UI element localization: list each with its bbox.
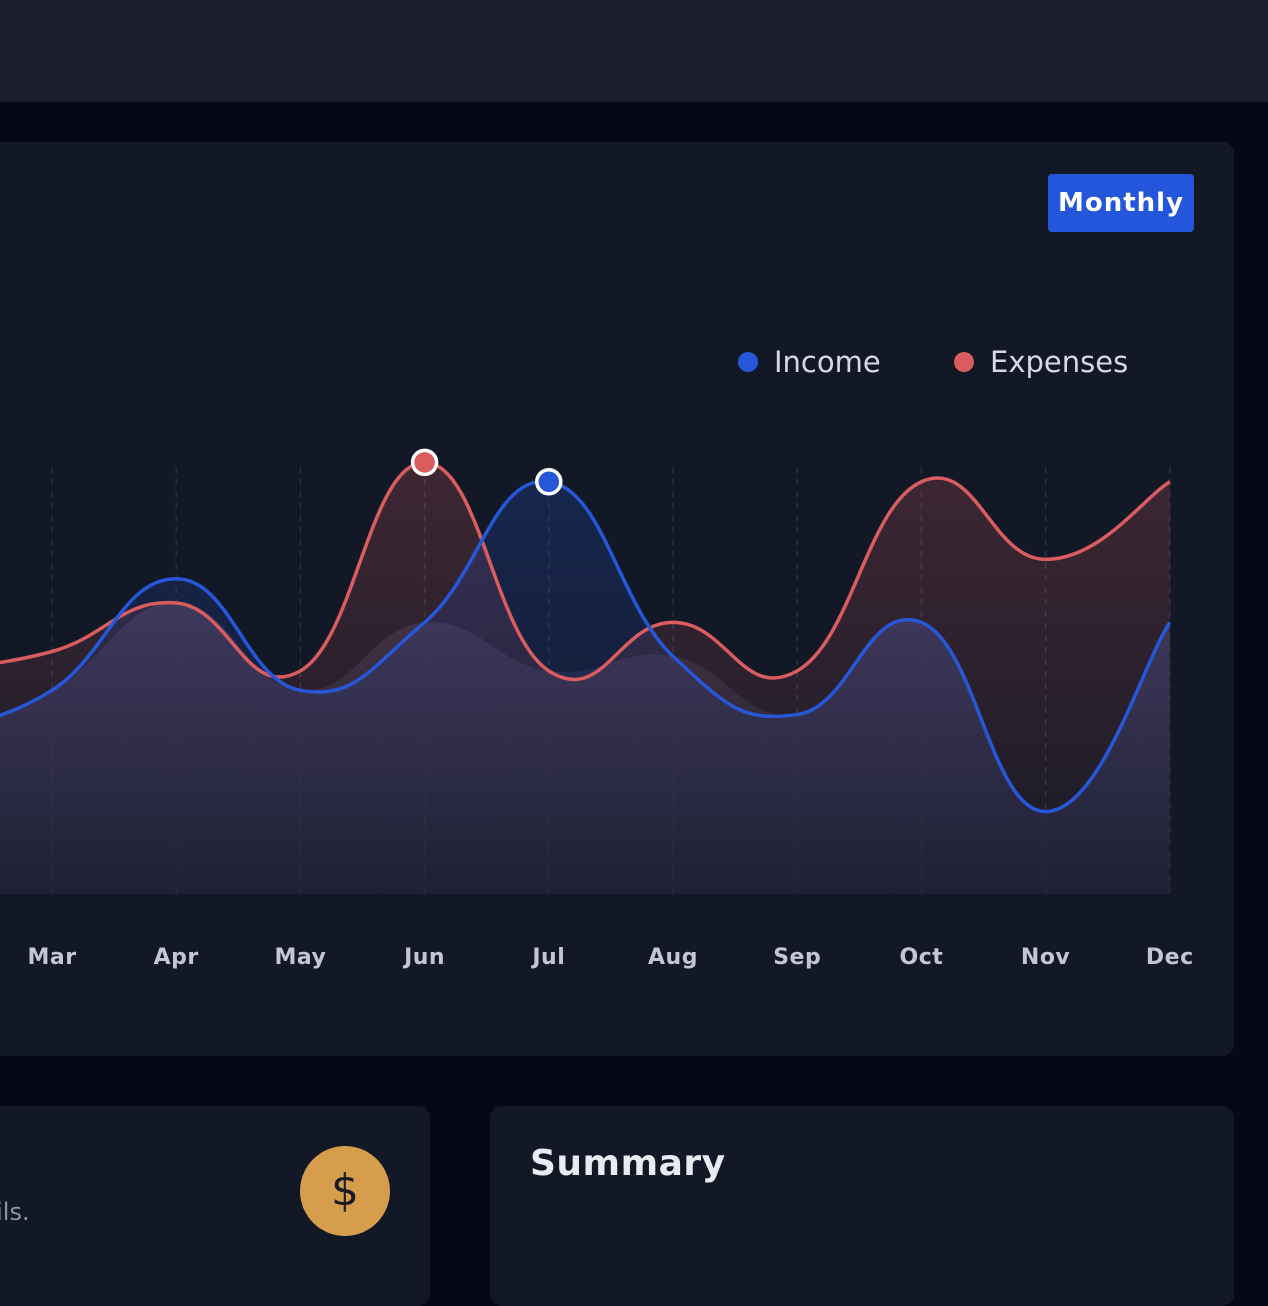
legend-label-expenses: Expenses: [990, 345, 1128, 379]
chart-lines: [0, 460, 1172, 814]
legend-marker-expenses: [954, 352, 974, 372]
legend-marker-income: [738, 352, 758, 372]
period-dropdown-button[interactable]: Monthly: [1048, 174, 1194, 232]
chart-areas: [0, 462, 1170, 894]
top-bar: [0, 0, 1268, 102]
chart-legend: Income Expenses: [738, 345, 1128, 379]
summary-card: [490, 1106, 1234, 1306]
income-expenses-chart: Mar Apr May Jun Jul Aug Sep Oct Nov Dec Income Exp…: [0, 345, 1193, 970]
dollar-coin-icon: $: [300, 1146, 390, 1236]
expenses-point-jun[interactable]: [410, 448, 439, 477]
x-tick-apr: Apr: [154, 945, 199, 970]
summary-title: Summary: [530, 1143, 726, 1184]
x-tick-jun: Jun: [402, 945, 445, 970]
dollar-glyph: $: [331, 1165, 359, 1216]
x-tick-aug: Aug: [648, 945, 698, 970]
x-tick-mar: Mar: [27, 945, 76, 970]
income-line: [0, 479, 1172, 814]
x-tick-sep: Sep: [773, 945, 821, 970]
x-tick-nov: Nov: [1021, 945, 1071, 970]
legend-label-income: Income: [774, 345, 881, 379]
x-tick-dec: Dec: [1146, 945, 1194, 970]
income-point-jul[interactable]: [535, 468, 563, 496]
x-axis-ticks: Mar Apr May Jun Jul Aug Sep Oct Nov Dec: [27, 945, 1193, 970]
balance-card-hint: tails.: [0, 1198, 30, 1226]
income-area: [0, 481, 1170, 894]
chart-points: [410, 448, 563, 496]
x-tick-jul: Jul: [530, 945, 565, 970]
x-tick-oct: Oct: [900, 945, 944, 970]
x-tick-may: May: [274, 945, 326, 970]
expenses-line: [0, 460, 1171, 682]
